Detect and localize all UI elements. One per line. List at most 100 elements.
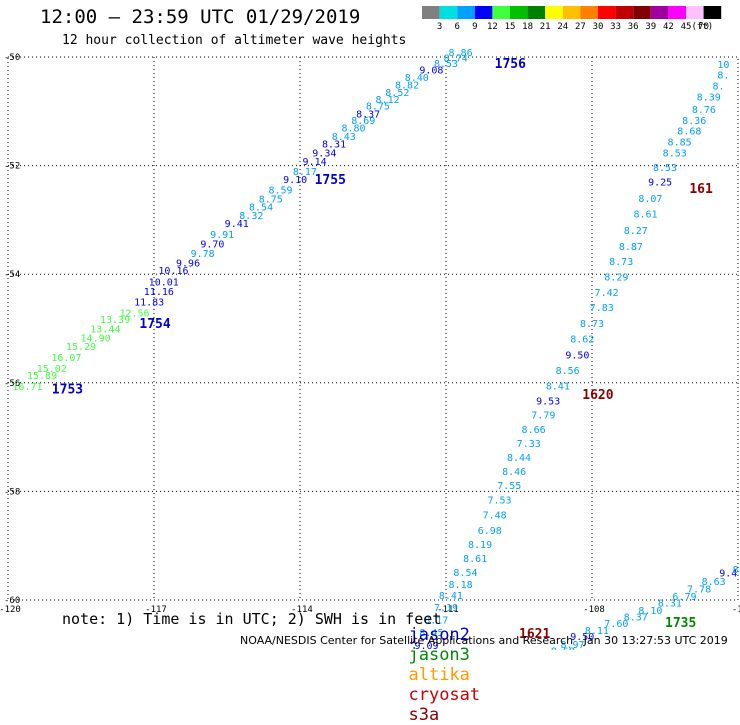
colorbar-tick-label: 30 xyxy=(593,22,604,32)
swh-point-label: 8. xyxy=(713,82,725,93)
swh-point-label: 9.50 xyxy=(565,350,589,361)
swh-point-label: 8.39 xyxy=(697,92,721,103)
swh-point-label: 11.83 xyxy=(134,298,164,309)
credit-text: NOAA/NESDIS Center for Satellite Applica… xyxy=(240,634,574,647)
swh-point-label: 8.19 xyxy=(468,540,492,551)
swh-point-label: 8.37 xyxy=(356,109,380,120)
color-scale-legend: 3 6 9 12 15 18 21 24 27 30 33 36 39 42 45 70(ft) xyxy=(422,6,722,32)
track-id-label: 1756 xyxy=(495,57,526,72)
x-tick-label: -10 xyxy=(732,605,740,615)
swh-point-label: 9.53 xyxy=(536,397,560,408)
x-tick-label: -111 xyxy=(437,605,459,615)
colorbar-tick-label: 70 xyxy=(698,22,709,32)
colorbar-tick-label: 36 xyxy=(628,22,639,32)
swh-point-label: 8.52 xyxy=(385,88,409,99)
swh-point-label: 8.80 xyxy=(341,123,365,134)
color-swatch xyxy=(457,6,475,19)
track-id-label: 1755 xyxy=(315,173,346,188)
color-swatch xyxy=(580,6,598,19)
swh-point-label: 14.90 xyxy=(81,334,111,345)
satellite-altika: altika xyxy=(408,665,470,685)
satellite-cryosat: cryosat xyxy=(408,685,481,705)
color-swatch xyxy=(703,6,722,19)
plot-axes: -120 -117 -114 -111 -108 -10 -50 -52 -54 -56 -58 -6… xyxy=(0,53,740,615)
y-tick-label: -58 xyxy=(4,487,20,497)
swh-point-label: 8.97 xyxy=(560,640,584,650)
colorbar-tick-label: 33 xyxy=(610,22,621,32)
swh-point-label: 8.75 xyxy=(259,195,283,206)
swh-point-label: 8.69 xyxy=(351,116,375,127)
swh-point-label: 9.09 xyxy=(414,641,438,650)
colorbar-unit: (ft) xyxy=(692,22,714,32)
swh-point-label: 8.85 xyxy=(668,138,692,149)
swh-point-label: 9.34 xyxy=(312,148,336,159)
swh-point-label: 8.86 xyxy=(449,48,473,59)
swh-point-label: 8.32 xyxy=(239,211,263,222)
swh-point-label: 8.10 xyxy=(638,606,662,617)
track-id-label: 1735 xyxy=(665,616,696,631)
track-id-label: 1620 xyxy=(582,388,613,403)
swh-point-label: 10.16 xyxy=(158,266,188,277)
wave-height-chart: 3 6 9 12 15 18 21 24 27 30 33 36 39 42 45 70(ft) -120 -1… xyxy=(0,6,740,650)
color-swatch xyxy=(422,6,440,19)
swh-point-label: 8.36 xyxy=(682,116,706,127)
color-swatch xyxy=(668,6,686,19)
swh-point-label: 8.82 xyxy=(395,80,419,91)
swh-point-label: 8.27 xyxy=(624,226,648,237)
swh-point-label: 8.31 xyxy=(658,599,682,610)
swh-point-label: 9.08 xyxy=(419,65,443,76)
y-tick-label: -54 xyxy=(4,270,20,280)
swh-point-label: 15.89 xyxy=(27,371,57,382)
swh-point-label: 7.60 xyxy=(604,619,628,630)
colorbar-tick-label: 21 xyxy=(540,22,551,32)
chart-subtitle: 12 hour collection of altimeter wave hei… xyxy=(62,33,407,48)
swh-point-label: 8.73 xyxy=(609,257,633,268)
colorbar-tick-label: 15 xyxy=(505,22,516,32)
x-tick-label: -114 xyxy=(291,605,313,615)
satellite-jason3: jason3 xyxy=(408,645,470,665)
colorbar-tick-label: 9 xyxy=(472,22,477,32)
swh-point-label: 15.02 xyxy=(37,364,67,375)
swh-point-label: 8.74 xyxy=(444,53,468,64)
swh-point-label: 9.96 xyxy=(176,259,200,270)
swh-point-label: 9.78 xyxy=(191,249,215,260)
swh-point-label: 8.40 xyxy=(405,73,429,84)
swh-point-label: 8.37 xyxy=(624,613,648,624)
swh-point-label: 8.12 xyxy=(376,95,400,106)
chart-title: 12:00 – 23:59 UTC 01/29/2019 xyxy=(40,6,361,28)
swh-point-label: 8.41 xyxy=(546,381,570,392)
swh-point-label: 9.4 xyxy=(719,569,737,580)
color-swatch xyxy=(492,6,510,19)
swh-point-label: 11.16 xyxy=(144,287,174,298)
swh-point-label: 8.54 xyxy=(249,203,273,214)
swh-point-label: 8.54 xyxy=(453,568,477,579)
color-swatch xyxy=(598,6,616,19)
color-swatch xyxy=(439,6,458,19)
note-text: note: 1) Time is in UTC; 2) SWH is in fe… xyxy=(62,610,442,628)
colorbar-tick-label: 12 xyxy=(487,22,498,32)
color-swatch xyxy=(510,6,528,19)
plot-frame xyxy=(7,56,739,601)
colorbar-tick-label: 39 xyxy=(645,22,656,32)
swh-point-label: 8.63 xyxy=(702,577,726,588)
colorbar-tick-label: 24 xyxy=(557,22,568,32)
swh-point-label: 8.29 xyxy=(604,273,628,284)
swh-point-label: 7.83 xyxy=(590,303,614,314)
swh-point-label: 6.79 xyxy=(672,592,696,603)
colorbar-tick-label: 6 xyxy=(454,22,459,32)
swh-point-label: 8.17 xyxy=(424,615,448,626)
swh-point-label: 7.53 xyxy=(487,495,511,506)
colorbar-tick-label: 27 xyxy=(575,22,586,32)
y-tick-label: -56 xyxy=(4,379,20,389)
swh-point-label: 8.45 xyxy=(419,628,443,639)
swh-point-label: 9.25 xyxy=(648,178,672,189)
swh-point-label: 13.39 xyxy=(100,315,130,326)
credit-line: NOAA/NESDIS Center for Satellite Applica… xyxy=(240,634,728,647)
swh-point-label: 8.68 xyxy=(551,646,575,650)
swh-point-label: 8.11 xyxy=(585,626,609,637)
swh-point-label: 10 xyxy=(717,60,729,71)
swh-point-label: 7.19 xyxy=(434,603,458,614)
swh-point-label: 10.01 xyxy=(149,278,179,289)
swh-point-label: 12.56 xyxy=(119,309,149,320)
color-swatch xyxy=(545,6,563,19)
